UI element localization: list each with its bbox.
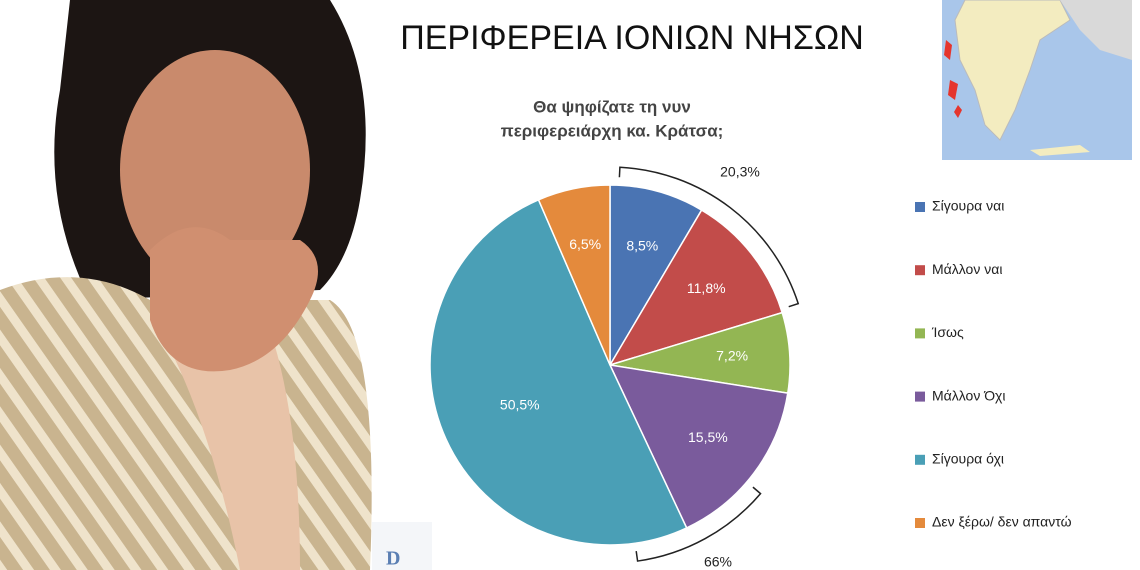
chart-title: ΠΕΡΙΦΕΡΕΙΑ ΙΟΝΙΩΝ ΝΗΣΩΝ [400, 19, 864, 57]
data-label: 50,5% [500, 396, 540, 412]
pie-slice [429, 198, 688, 546]
photo [0, 0, 432, 570]
pie-slice [537, 184, 611, 366]
bracket [635, 486, 762, 562]
pie-slice [608, 364, 789, 529]
legend-swatch [915, 518, 925, 528]
annotation: 20,3% [720, 164, 760, 180]
legend-swatch [915, 328, 925, 339]
chart-subtitle: περιφερειάρχη κα. Κράτσα; [501, 121, 724, 140]
legend-label: Σίγουρα όχι [932, 451, 1004, 467]
annotation: 66% [704, 554, 732, 570]
data-label: 11,8% [687, 280, 726, 296]
pie-slice [608, 209, 784, 367]
legend-swatch [915, 202, 925, 212]
data-label: 8,5% [626, 238, 658, 254]
data-label: 7,2% [716, 347, 748, 363]
legend-swatch [915, 454, 925, 465]
legend-label: Δεν ξέρω/ δεν απαντώ [932, 514, 1072, 530]
legend-label: Ίσως [931, 324, 964, 340]
legend-swatch [915, 265, 925, 276]
map [942, 0, 1132, 160]
pie-slice [609, 184, 703, 368]
legend-label: Σίγουρα ναι [932, 198, 1004, 214]
logo: D [386, 548, 400, 570]
legend-label: Μάλλον ναι [932, 261, 1002, 277]
legend-label: Μάλλον Όχι [932, 387, 1006, 403]
chart-subtitle: Θα ψηφίζατε τη νυν [533, 97, 691, 116]
data-label: 15,5% [688, 429, 728, 445]
legend-swatch [915, 391, 925, 402]
data-label: 6,5% [569, 236, 601, 252]
bracket [618, 166, 800, 308]
